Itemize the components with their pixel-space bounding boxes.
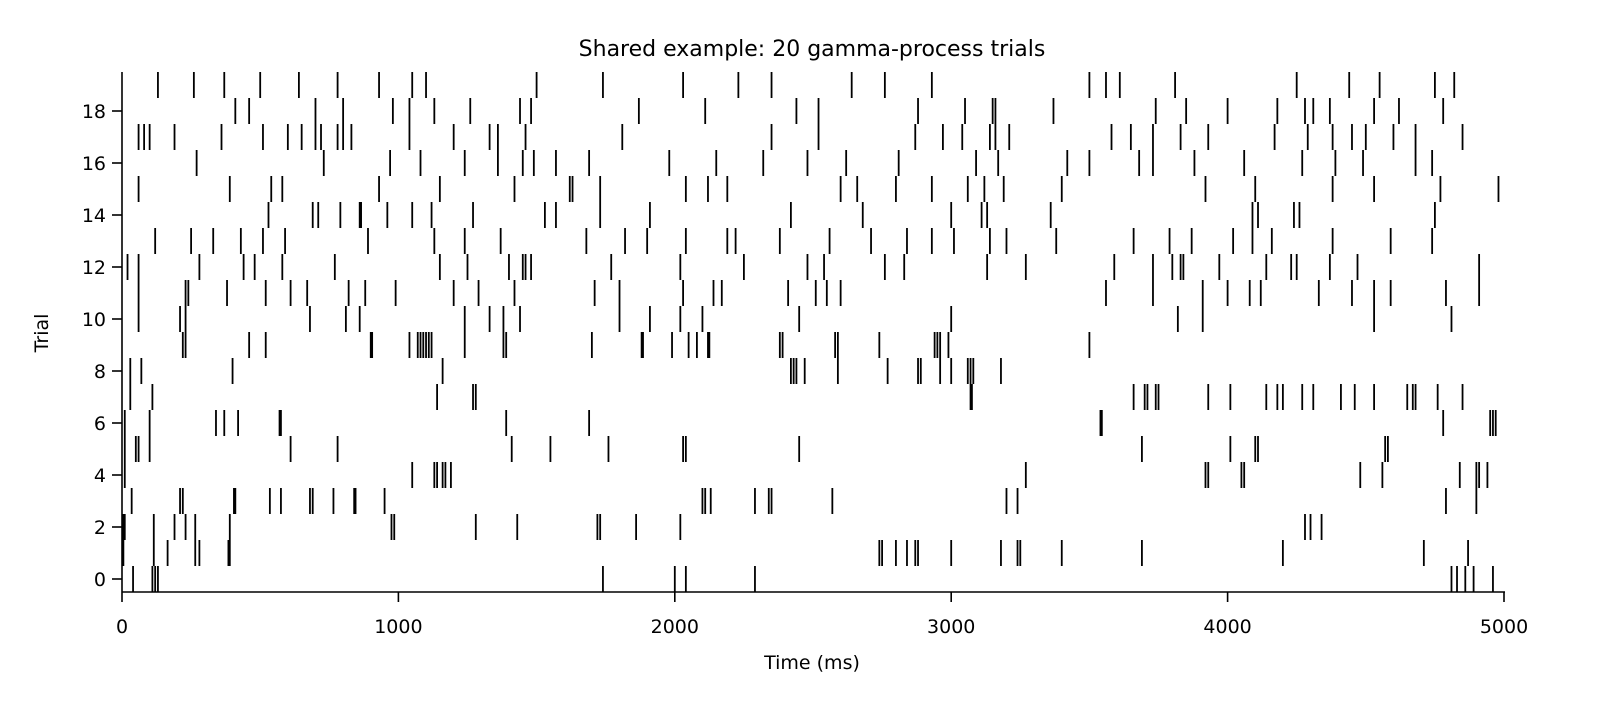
trial-row <box>122 540 1469 566</box>
trial-row <box>181 332 1091 358</box>
trial-row <box>129 384 1464 410</box>
trial-row <box>126 254 1481 280</box>
x-tick-label: 0 <box>116 616 128 638</box>
x-tick-label: 2000 <box>651 616 699 638</box>
trial-row <box>122 514 1323 540</box>
trial-row <box>130 488 1478 514</box>
trial-row <box>137 176 1500 202</box>
trial-row <box>154 228 1434 254</box>
y-tick-label: 16 <box>82 153 106 175</box>
trial-row <box>137 306 1453 332</box>
trial-row <box>157 72 1456 98</box>
y-tick-label: 0 <box>94 569 106 591</box>
x-tick-label: 3000 <box>927 616 975 638</box>
y-tick-label: 12 <box>82 257 106 279</box>
y-tick-label: 2 <box>94 517 106 539</box>
trial-row <box>123 410 1497 436</box>
x-axis-label: Time (ms) <box>763 652 860 674</box>
spike-raster <box>122 72 1500 592</box>
y-tick-label: 8 <box>94 361 106 383</box>
trial-row <box>129 358 1002 384</box>
trial-row <box>234 98 1445 124</box>
chart-title: Shared example: 20 gamma-process trials <box>579 37 1046 62</box>
y-tick-label: 14 <box>82 205 106 227</box>
trial-row <box>137 124 1464 150</box>
trial-row <box>195 150 1434 176</box>
x-tick-label: 1000 <box>374 616 422 638</box>
trial-row <box>267 202 1436 228</box>
y-tick-label: 18 <box>82 101 106 123</box>
x-tick-label: 5000 <box>1480 616 1528 638</box>
y-tick-label: 6 <box>94 413 106 435</box>
y-tick-label: 10 <box>82 309 106 331</box>
trial-row <box>132 566 1494 592</box>
trial-row <box>137 280 1481 306</box>
trial-row <box>123 436 1389 462</box>
x-tick-label: 4000 <box>1203 616 1251 638</box>
y-tick-label: 4 <box>94 465 106 487</box>
trial-row <box>123 462 1489 488</box>
y-axis-label: Trial <box>31 314 53 354</box>
axes: 0 1000 2000 3000 4000 5000 0 2 4 6 8 10 12 14 16 18 <box>82 72 1528 638</box>
